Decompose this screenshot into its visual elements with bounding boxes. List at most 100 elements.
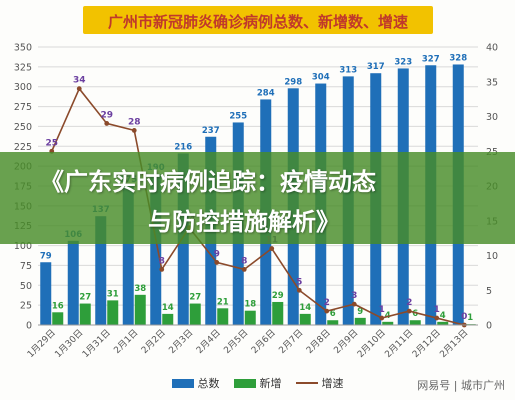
data-label-total: 216 [174,142,192,152]
legend-item-total: 总数 [171,374,220,392]
growth-point [104,121,110,126]
data-label-total: 237 [202,126,220,136]
legend-swatch-total [171,378,194,388]
data-label-new: 21 [217,297,229,307]
headline-line-2: 与防控措施解析》 [148,208,340,236]
y-left-tick-label: 325 [14,62,32,73]
growth-point [269,246,275,251]
data-label-total: 328 [449,53,467,63]
bar-new [107,300,119,325]
growth-point [131,127,137,133]
data-label-total: 317 [367,62,385,72]
x-tick-label: 2月7日 [277,327,306,356]
data-label-new: 38 [134,284,146,294]
data-label-new: 31 [107,289,119,299]
y-right-tick-label: 10 [486,251,498,262]
watermark: 网易号 | 城市广州 [417,379,505,392]
legend-label-new: 新增 [259,377,282,390]
x-tick-label: 1月31日 [80,327,113,360]
data-label-new: 16 [52,301,64,311]
x-tick-label: 2月2日 [139,327,168,356]
y-left-tick-label: 300 [14,82,32,93]
x-tick-label: 2月11日 [383,327,416,360]
data-label-growth: 34 [73,76,86,86]
growth-line [51,87,465,326]
growth-point [296,287,302,293]
y-right-tick-label: 35 [486,77,498,88]
y-left-tick-label: 250 [14,122,32,133]
chart-legend: 总数 新增 增速 [0,374,515,392]
x-tick-label: 2月1日 [112,327,141,356]
bar-new [52,312,64,325]
growth-point [159,267,165,272]
data-label-total: 79 [40,251,52,261]
legend-label-growth: 增速 [321,377,344,390]
y-left-tick-label: 350 [14,43,32,54]
data-label-new: 4 [440,311,446,321]
data-label-new: 27 [79,293,91,303]
legend-label-total: 总数 [197,377,220,390]
bar-new [217,308,229,325]
bar-new [79,303,91,325]
data-label-growth: 2 [406,298,412,308]
x-tick-label: 2月6日 [249,327,278,356]
headline-banner: 《广东实时病例追踪：疫情动态 与防控措施解析》 [0,152,515,244]
data-label-growth: 8 [241,256,247,266]
headline-line-1: 《广东实时病例追踪：疫情动态 [40,168,376,196]
data-label-growth: 28 [128,117,141,127]
bar-new [162,313,174,325]
y-left-tick-label: 225 [14,142,32,153]
growth-point [76,86,82,92]
bar-new [327,320,339,325]
y-left-tick-label: 25 [20,301,32,312]
data-label-total: 298 [284,77,302,87]
data-label-total: 284 [257,88,275,98]
data-label-new: 14 [162,303,174,313]
data-label-growth: 1 [379,305,385,315]
bar-total [122,186,134,325]
data-label-new: 1 [467,313,473,323]
growth-point [379,315,385,321]
y-right-tick-label: 5 [486,286,492,297]
y-left-tick-label: 100 [14,241,32,252]
growth-point [324,308,330,314]
bar-new [354,317,366,325]
bar-new [437,321,449,325]
data-label-growth: 29 [100,110,113,120]
bar-new [244,310,256,325]
y-left-tick-label: 275 [14,102,32,113]
bar-total [150,174,162,325]
x-tick-label: 2月12日 [410,327,443,360]
data-label-growth: 25 [45,138,58,148]
data-label-total: 313 [339,65,357,75]
chart-title-bar: 广州市新冠肺炎确诊病例总数、新增数、增速 [83,6,433,34]
data-label-new: 9 [357,307,363,317]
bar-new [409,320,421,325]
growth-point [406,308,412,314]
data-label-growth: 8 [159,256,165,266]
y-left-tick-label: 50 [20,281,32,292]
y-right-tick-label: 30 [486,112,498,123]
bar-total [95,216,107,325]
chart-title: 广州市新冠肺炎确诊病例总数、新增数、增速 [107,13,408,31]
data-label-new: 27 [189,293,201,303]
data-label-new: 14 [299,303,311,313]
growth-point [241,267,247,272]
bar-new [299,313,311,325]
data-label-growth: 3 [351,291,357,301]
data-label-new: 29 [272,291,284,301]
y-right-tick-label: 40 [486,43,498,54]
data-label-new: 6 [412,309,418,319]
bar-new [189,303,201,325]
growth-point [351,301,357,307]
y-left-tick-label: 75 [20,261,32,272]
data-label-total: 304 [312,73,330,83]
x-tick-label: 2月3日 [167,327,196,356]
x-tick-label: 2月10日 [355,327,388,360]
legend-swatch-new [233,378,256,388]
x-tick-label: 2月8日 [304,327,333,356]
x-tick-label: 2月13日 [438,327,471,360]
data-label-total: 327 [422,54,440,64]
bar-new [272,301,284,325]
x-tick-label: 2月5日 [222,327,251,356]
